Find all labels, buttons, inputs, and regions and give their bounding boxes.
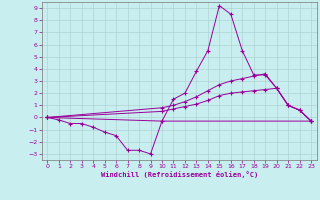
X-axis label: Windchill (Refroidissement éolien,°C): Windchill (Refroidissement éolien,°C)	[100, 171, 258, 178]
